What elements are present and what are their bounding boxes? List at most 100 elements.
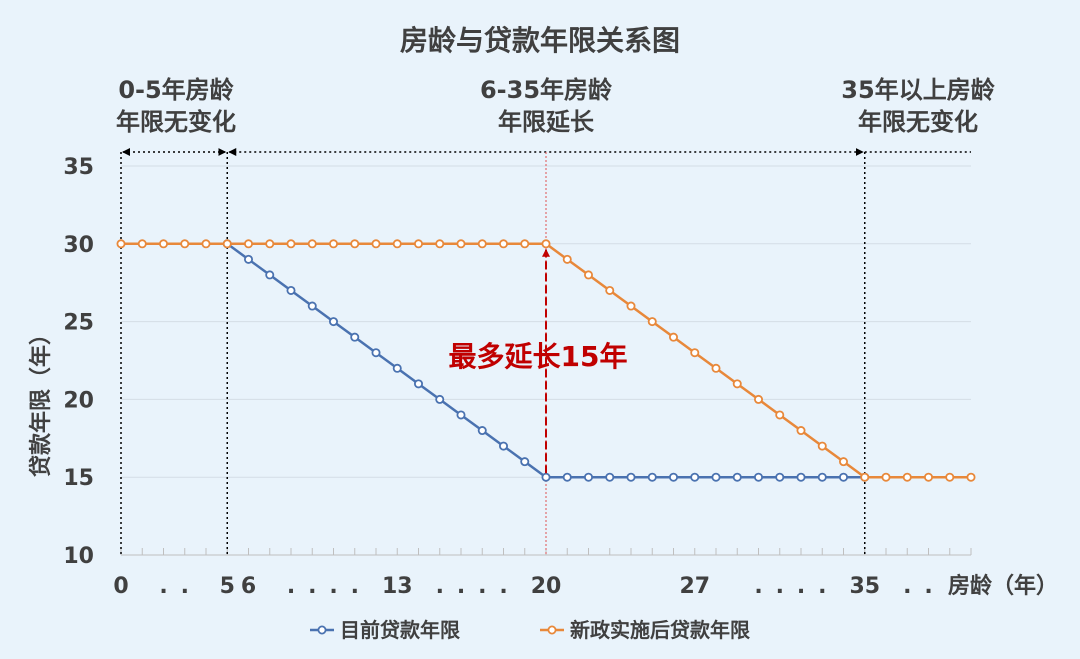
x-tick-label: 13 (382, 574, 413, 599)
data-point (669, 332, 679, 342)
annotation-label: 最多延长15年 (449, 340, 628, 373)
x-tick-label: 35 (849, 574, 880, 599)
x-tick-label: . (181, 574, 189, 599)
data-point (435, 394, 445, 404)
data-point (902, 472, 912, 482)
x-tick-label: . (754, 574, 762, 599)
x-tick-label: . (457, 574, 465, 599)
zone-label: 0-5年房龄 (118, 76, 234, 104)
series-layer (116, 239, 976, 482)
data-point (690, 472, 700, 482)
x-tick-label: . (287, 574, 295, 599)
x-axis-label: 房龄（年） (948, 573, 1058, 599)
data-point (796, 472, 806, 482)
data-point (371, 239, 381, 249)
data-point (605, 472, 615, 482)
data-point (584, 472, 594, 482)
data-point (605, 285, 615, 295)
data-point (775, 472, 785, 482)
y-tick-label: 10 (63, 544, 94, 569)
data-point (498, 441, 508, 451)
legend: 目前贷款年限 新政实施后贷款年限 (310, 618, 750, 642)
data-point (180, 239, 190, 249)
zone-label: 年限无变化 (116, 108, 236, 136)
data-point (307, 239, 317, 249)
data-point (541, 239, 551, 249)
zone-dividers (120, 152, 866, 555)
data-point (839, 472, 849, 482)
x-axis-ticks: 0.. 5 6.... 13.... 20 27.... 35.. (113, 548, 972, 599)
data-point (945, 472, 955, 482)
data-point (392, 239, 402, 249)
data-point (137, 239, 147, 249)
y-tick-label: 35 (63, 155, 94, 180)
data-point (456, 410, 466, 420)
data-point (520, 457, 530, 467)
x-tick-label: . (903, 574, 911, 599)
legend-marker (317, 625, 327, 635)
x-tick-label: . (818, 574, 826, 599)
data-point (626, 472, 636, 482)
data-point (371, 348, 381, 358)
data-point (286, 285, 296, 295)
data-point (711, 363, 721, 373)
data-point (435, 239, 445, 249)
x-tick-label: . (329, 574, 337, 599)
data-point (392, 363, 402, 373)
x-tick-label: 5 (220, 574, 235, 599)
data-point (541, 472, 551, 482)
x-tick-label: . (797, 574, 805, 599)
data-point (116, 239, 126, 249)
x-tick-label: 20 (531, 574, 562, 599)
data-point (796, 426, 806, 436)
x-tick-label: 27 (679, 574, 710, 599)
data-point (243, 254, 253, 264)
data-point (498, 239, 508, 249)
data-point (413, 239, 423, 249)
zone-label: 年限无变化 (858, 108, 978, 136)
x-tick-label: 6 (241, 574, 256, 599)
x-tick-label: . (499, 574, 507, 599)
data-point (350, 239, 360, 249)
data-point (243, 239, 253, 249)
y-tick-label: 25 (63, 311, 94, 336)
data-point (669, 472, 679, 482)
data-point (158, 239, 168, 249)
data-point (839, 457, 849, 467)
data-point (328, 239, 338, 249)
y-axis-label: 贷款年限（年） (28, 323, 54, 477)
legend-label: 目前贷款年限 (340, 618, 460, 642)
x-tick-label: . (924, 574, 932, 599)
data-point (966, 472, 976, 482)
data-point (732, 379, 742, 389)
data-point (690, 348, 700, 358)
zone-label: 6-35年房龄 (480, 76, 613, 104)
data-point (584, 270, 594, 280)
y-axis-ticks: 10 15 20 25 30 35 (63, 155, 94, 569)
x-tick-label: . (351, 574, 359, 599)
data-point (754, 394, 764, 404)
data-point (732, 472, 742, 482)
data-point (626, 301, 636, 311)
data-point (711, 472, 721, 482)
x-tick-label: . (776, 574, 784, 599)
y-tick-label: 20 (63, 388, 94, 413)
chart-title: 房龄与贷款年限关系图 (400, 24, 680, 57)
data-point (307, 301, 317, 311)
x-tick-label: . (436, 574, 444, 599)
data-point (265, 239, 275, 249)
data-point (413, 379, 423, 389)
data-point (265, 270, 275, 280)
data-point (562, 254, 572, 264)
x-tick-label: 0 (113, 574, 128, 599)
data-point (477, 239, 487, 249)
data-point (754, 472, 764, 482)
data-point (477, 426, 487, 436)
y-tick-label: 30 (63, 233, 94, 258)
x-tick-label: . (478, 574, 486, 599)
data-point (860, 472, 870, 482)
data-point (456, 239, 466, 249)
x-tick-label: . (159, 574, 167, 599)
